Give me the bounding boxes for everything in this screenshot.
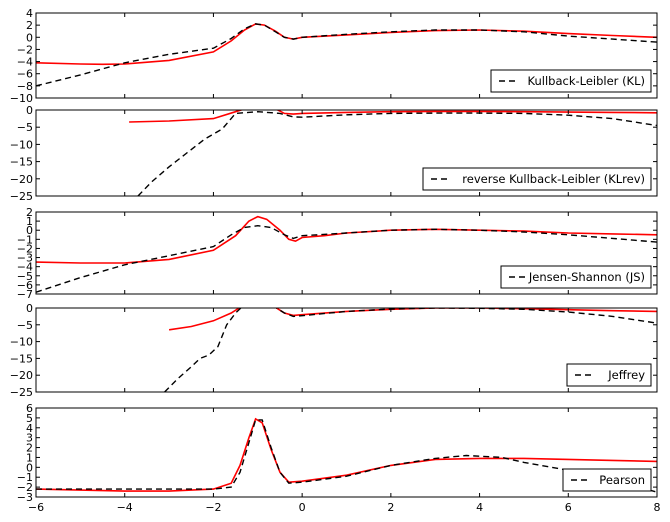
y-tick-label: −8 [17,80,33,93]
y-tick-label: 1 [26,451,33,464]
subplot-1: 420−2−4−6−8−10 Kullback-Leibler (KL) [10,7,658,105]
y-tick-label: 0 [26,224,33,237]
target-curve-5 [36,419,657,493]
x-tick-label: −2 [205,501,221,514]
subplot-4: 0 −5 −10 −15 −20 −25 Jeffrey [10,302,658,399]
y-tick-label: −2 [17,43,33,56]
y-tick-label: −6 [17,279,33,292]
y-tick-label: 5 [26,412,33,425]
y-tick-label: −5 [17,270,33,283]
y-tick-label: 2 [26,19,33,32]
y-tick-label: −1 [17,471,33,484]
y-tick-label: 4 [26,422,33,435]
axes-frame-1 [35,12,658,99]
y-tick-label: 0 [26,461,33,474]
y-tick-label: −3 [17,252,33,265]
y-tick-label: 2 [26,442,33,455]
target-curve-4 [164,308,657,392]
y-tick-label: −10 [10,336,33,349]
x-tick-label: −4 [117,501,133,514]
y-tick-label: −25 [10,386,33,399]
y-tick-label: −20 [10,173,33,186]
y-tick-label: −4 [17,56,33,69]
x-tick-label: 8 [654,501,661,514]
legend-label: Pearson [599,473,645,487]
target-curve-3 [36,224,657,293]
y-tick-label: −25 [10,190,33,203]
axes-frame-3 [35,211,658,295]
y-tick-label: 2 [26,206,33,219]
y-tick-label: −15 [10,352,33,365]
y-tick-label: 0 [26,104,33,117]
target-curve-2 [137,110,657,196]
legend-box [490,69,652,93]
subplot-3: 210−1−2−3−4−5−6−7 Jensen-Shannon (JS) [17,206,658,301]
legend-label: Jeffrey [607,368,645,382]
x-tick-label: 4 [476,501,483,514]
x-tick-label: 2 [387,501,394,514]
y-tick-label: −6 [17,68,33,81]
y-tick-label: −2 [17,481,33,494]
x-tick-label: 0 [299,501,306,514]
legend-2: reverse Kullback-Leibler (KLrev) [422,167,652,191]
x-tick-label: −6 [28,501,44,514]
y-tick-label: −4 [17,261,33,274]
legend-4: Jeffrey [566,363,652,387]
y-tick-label: −7 [17,288,33,301]
legend-label: Jensen-Shannon (JS) [528,270,645,284]
model-curve-1 [36,23,657,66]
y-tick-label: 6 [26,402,33,415]
axes-frame-2 [35,109,658,197]
axes-frame-5 [35,407,658,498]
legend-1: Kullback-Leibler (KL) [490,69,652,93]
model-curve-3 [36,215,657,264]
axes-frame-4 [35,307,658,393]
legend-box [566,363,652,387]
legend-box [562,468,652,492]
y-tick-label: −15 [10,156,33,169]
y-tick-label: −10 [10,138,33,151]
model-curve-2 [129,110,657,123]
y-tick-label: 4 [26,7,33,20]
y-tick-label: −2 [17,242,33,255]
x-tick-label: 6 [565,501,572,514]
target-curve-1 [36,23,657,87]
y-tick-label: 0 [26,302,33,315]
y-tick-label: −1 [17,233,33,246]
model-curve-4 [168,308,657,331]
y-tick-label: −5 [17,121,33,134]
y-tick-label: −10 [10,92,33,105]
y-tick-label: −5 [17,319,33,332]
y-tick-label: 1 [26,215,33,228]
legend-box [422,167,652,191]
y-tick-label: −20 [10,369,33,382]
legend-3: Jensen-Shannon (JS) [500,265,652,289]
legend-box [500,265,652,289]
model-curve-5 [36,417,657,492]
legend-label: reverse Kullback-Leibler (KLrev) [462,172,645,186]
y-tick-label: −3 [17,491,33,504]
subplot-2: 0 −5 −10 −15 −20 −25 reverse Kullback-Leibler … [10,104,658,203]
y-tick-label: 3 [26,432,33,445]
legend-label: Kullback-Leibler (KL) [528,74,645,88]
y-tick-label: 0 [26,31,33,44]
legend-5: Pearson [562,468,652,492]
